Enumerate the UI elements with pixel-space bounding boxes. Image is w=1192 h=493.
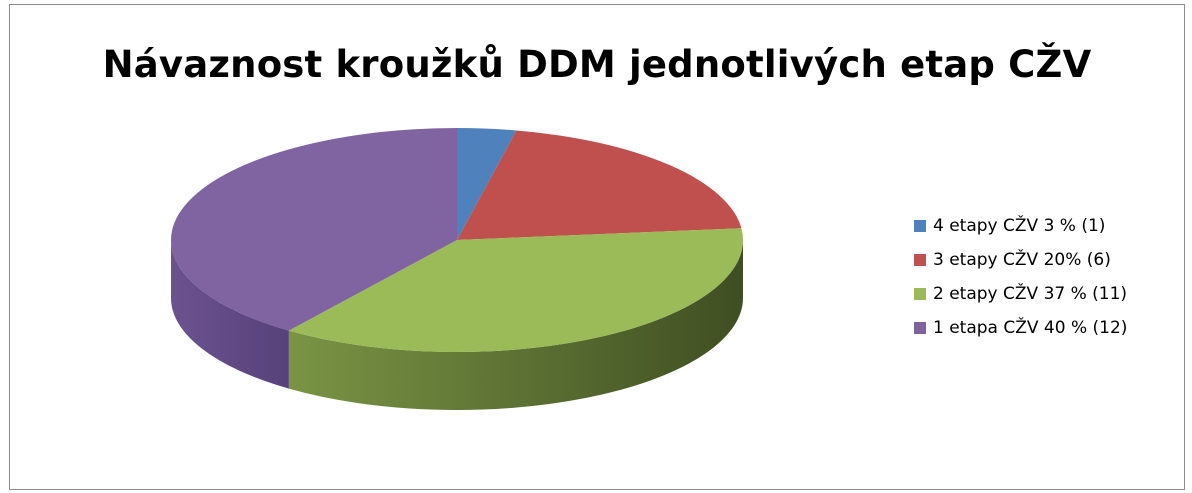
legend-item: 2 etapy CŽV 37 % (11) [914, 283, 1127, 305]
chart-legend: 4 etapy CŽV 3 % (1) 3 etapy CŽV 20% (6) … [914, 215, 1127, 351]
pie-slice-side [288, 240, 743, 411]
legend-label: 1 etapa CŽV 40 % (12) [933, 318, 1128, 338]
legend-swatch [914, 220, 926, 232]
legend-label: 4 etapy CŽV 3 % (1) [933, 216, 1106, 236]
legend-swatch [914, 322, 926, 334]
legend-item: 4 etapy CŽV 3 % (1) [914, 215, 1127, 237]
legend-item: 3 etapy CŽV 20% (6) [914, 249, 1127, 271]
legend-label: 3 etapy CŽV 20% (6) [933, 250, 1111, 270]
legend-swatch [914, 288, 926, 300]
chart-title: Návaznost kroužků DDM jednotlivých etap … [102, 43, 1092, 86]
pie-slice [457, 128, 517, 240]
legend-item: 1 etapa CŽV 40 % (12) [914, 317, 1127, 339]
pie-slice [288, 228, 743, 353]
legend-label: 2 etapy CŽV 37 % (11) [933, 284, 1128, 304]
pie-slice-side [171, 240, 289, 389]
pie-slice [170, 128, 458, 331]
legend-swatch [914, 254, 926, 266]
pie-slice [457, 130, 742, 240]
